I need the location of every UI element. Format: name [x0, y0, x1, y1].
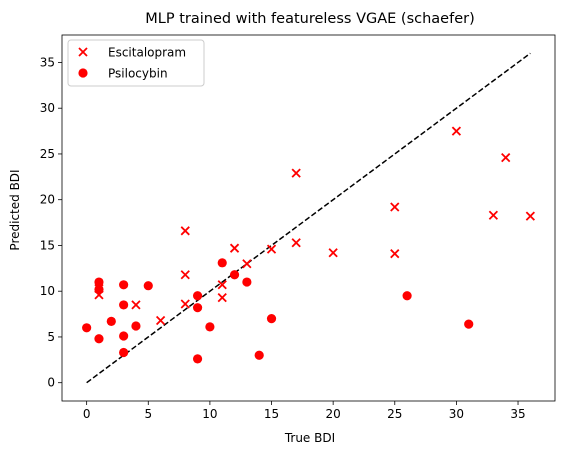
- escitalopram-point: [266, 244, 277, 254]
- escitalopram-point: [217, 280, 227, 290]
- x-axis-label: True BDI: [284, 431, 335, 445]
- psilocybin-point: [94, 334, 104, 344]
- escitalopram-point: [390, 202, 400, 212]
- escitalopram-point: [180, 299, 190, 309]
- x-tick-label: 15: [264, 407, 279, 421]
- x-tick-label: 35: [510, 407, 525, 421]
- psilocybin-point: [192, 303, 203, 313]
- identity-reference-line: [86, 52, 531, 384]
- escitalopram-point: [131, 300, 141, 310]
- psilocybin-point: [266, 314, 277, 324]
- psilocybin-point: [229, 270, 240, 280]
- x-axis-ticks: 0 5 10 15 20 25 30 35: [83, 401, 526, 421]
- y-tick-label: 20: [40, 193, 55, 207]
- psilocybin-point: [242, 277, 252, 287]
- legend-label-escitalopram: Escitalopram: [108, 46, 186, 60]
- y-axis-label: Predicted BDI: [8, 169, 22, 250]
- y-tick-label: 25: [40, 147, 55, 161]
- escitalopram-point: [180, 226, 190, 236]
- psilocybin-point: [119, 300, 129, 310]
- y-tick-label: 0: [47, 376, 55, 390]
- x-tick-label: 25: [387, 407, 402, 421]
- psilocybin-point: [205, 322, 215, 332]
- escitalopram-point: [291, 238, 301, 248]
- escitalopram-point: [217, 292, 227, 303]
- x-tick-label: 20: [326, 407, 341, 421]
- escitalopram-point: [390, 249, 400, 259]
- psilocybin-point: [119, 347, 129, 358]
- psilocybin-point: [82, 323, 92, 333]
- escitalopram-point: [291, 168, 301, 178]
- y-tick-label: 10: [40, 284, 55, 298]
- y-axis-ticks: 0 5 10 15 20 25 30 35: [40, 55, 62, 390]
- psilocybin-point: [94, 277, 104, 287]
- escitalopram-point: [501, 152, 511, 163]
- escitalopram-point: [328, 248, 338, 258]
- legend-label-psilocybin: Psilocybin: [108, 67, 168, 81]
- escitalopram-point: [180, 270, 190, 280]
- x-tick-label: 30: [449, 407, 464, 421]
- y-tick-label: 35: [40, 55, 55, 69]
- escitalopram-point: [242, 259, 252, 269]
- psilocybin-point: [94, 284, 104, 294]
- psilocybin-point: [143, 281, 153, 291]
- escitalopram-point: [229, 243, 240, 253]
- psilocybin-point: [192, 291, 203, 301]
- psilocybin-point: [402, 291, 412, 301]
- escitalopram-point: [155, 315, 166, 326]
- psilocybin-point: [131, 321, 141, 331]
- psilocybin-point: [192, 354, 203, 364]
- psilocybin-point: [119, 280, 129, 290]
- escitalopram-point: [488, 210, 499, 220]
- plot-frame: [61, 34, 556, 402]
- legend: Escitalopram Psilocybin: [67, 39, 205, 87]
- x-tick-label: 0: [83, 407, 91, 421]
- y-tick-label: 30: [40, 101, 55, 115]
- x-tick-label: 10: [202, 407, 217, 421]
- psilocybin-point: [464, 319, 474, 329]
- psilocybin-point: [217, 258, 227, 268]
- escitalopram-point: [525, 211, 535, 221]
- x-tick-label: 5: [144, 407, 152, 421]
- escitalopram-point: [451, 126, 462, 136]
- legend-marker-psilocybin: [78, 68, 88, 78]
- reference-line-layer: [86, 52, 531, 384]
- chart-title: MLP trained with featureless VGAE (schae…: [145, 11, 475, 27]
- data-points: [82, 126, 535, 364]
- legend-box: [67, 39, 205, 87]
- psilocybin-point: [106, 316, 116, 326]
- psilocybin-point: [119, 331, 129, 341]
- y-tick-label: 15: [40, 238, 55, 252]
- legend-marker-escitalopram: [78, 47, 88, 57]
- y-tick-label: 5: [47, 330, 55, 344]
- psilocybin-point: [254, 350, 264, 360]
